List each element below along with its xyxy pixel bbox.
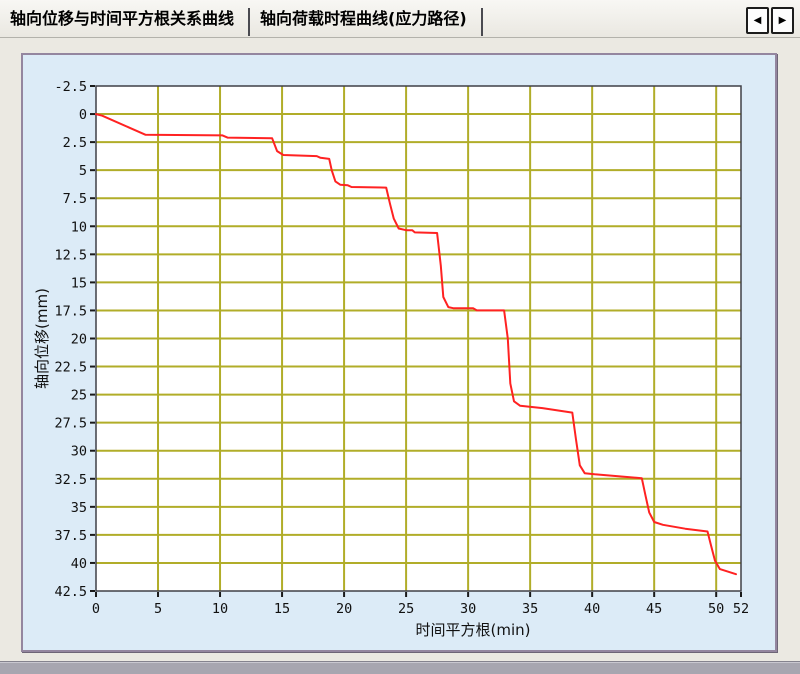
y-tick-label: 40: [71, 556, 87, 572]
x-tick-label: 35: [522, 601, 538, 617]
plot-border: [95, 85, 742, 592]
y-tick-label: 12.5: [54, 247, 87, 263]
x-tick-label: 20: [336, 601, 352, 617]
x-tick-label: 52: [733, 601, 749, 617]
chart-canvas: -2.5 0 2.5 5 7.5 10 12.5 15 17.5 20 22.5 25 27.5 30 32…: [33, 79, 749, 639]
x-tick-label: 10: [212, 601, 228, 617]
y-tick-label: 22.5: [54, 360, 87, 376]
y-tick-label: 0: [79, 107, 87, 123]
x-tick-label: 15: [274, 601, 290, 617]
x-axis-title: 时间平方根(min): [416, 621, 531, 639]
tab-scroll-left-button[interactable]: ◀: [746, 7, 769, 34]
x-tick-label: 5: [154, 601, 162, 617]
x-tick-label: 0: [92, 601, 100, 617]
x-tick-label: 45: [646, 601, 662, 617]
y-tick-label: 7.5: [63, 191, 87, 207]
y-tick-label: 2.5: [63, 135, 87, 151]
y-tick-label: 35: [71, 500, 87, 516]
y-tick-label: 37.5: [54, 528, 87, 544]
tab-displacement-vs-sqrt-time[interactable]: 轴向位移与时间平方根关系曲线: [10, 9, 235, 28]
y-tick-label: 10: [71, 219, 87, 235]
y-tick-label: 5: [79, 163, 87, 179]
x-tick-label: 30: [460, 601, 476, 617]
y-tick-label: 30: [71, 444, 87, 460]
x-tick-label: 40: [584, 601, 600, 617]
y-axis-title: 轴向位移(mm): [33, 288, 51, 389]
window-bottom-edge: [0, 661, 800, 674]
x-tick-label: 50: [708, 601, 724, 617]
arrow-right-icon: ▶: [778, 14, 787, 26]
y-tick-label: -2.5: [54, 79, 87, 95]
tab-separator: [480, 8, 483, 36]
y-tick-label: 32.5: [54, 472, 87, 488]
x-tick-label: 25: [398, 601, 414, 617]
y-tick-label: 27.5: [54, 416, 87, 432]
chart-panel: -2.5 0 2.5 5 7.5 10 12.5 15 17.5 20 22.5 25 27.5 30 32…: [21, 53, 777, 652]
arrow-left-icon: ◀: [753, 14, 762, 26]
displacement-curve: [95, 113, 737, 576]
y-tick-label: 25: [71, 388, 87, 404]
y-tick-label: 42.5: [54, 584, 87, 600]
tab-scroll-buttons: ◀ ▶: [746, 7, 794, 34]
y-tick-label: 15: [71, 275, 87, 291]
y-tick-label: 17.5: [54, 303, 87, 319]
tab-separator: [248, 8, 251, 36]
y-tick-label: 20: [71, 332, 87, 348]
tab-scroll-right-button[interactable]: ▶: [771, 7, 794, 34]
tab-load-time-history[interactable]: 轴向荷载时程曲线(应力路径): [260, 9, 467, 28]
tab-bar: 轴向位移与时间平方根关系曲线 轴向荷载时程曲线(应力路径) ◀ ▶: [0, 0, 800, 38]
